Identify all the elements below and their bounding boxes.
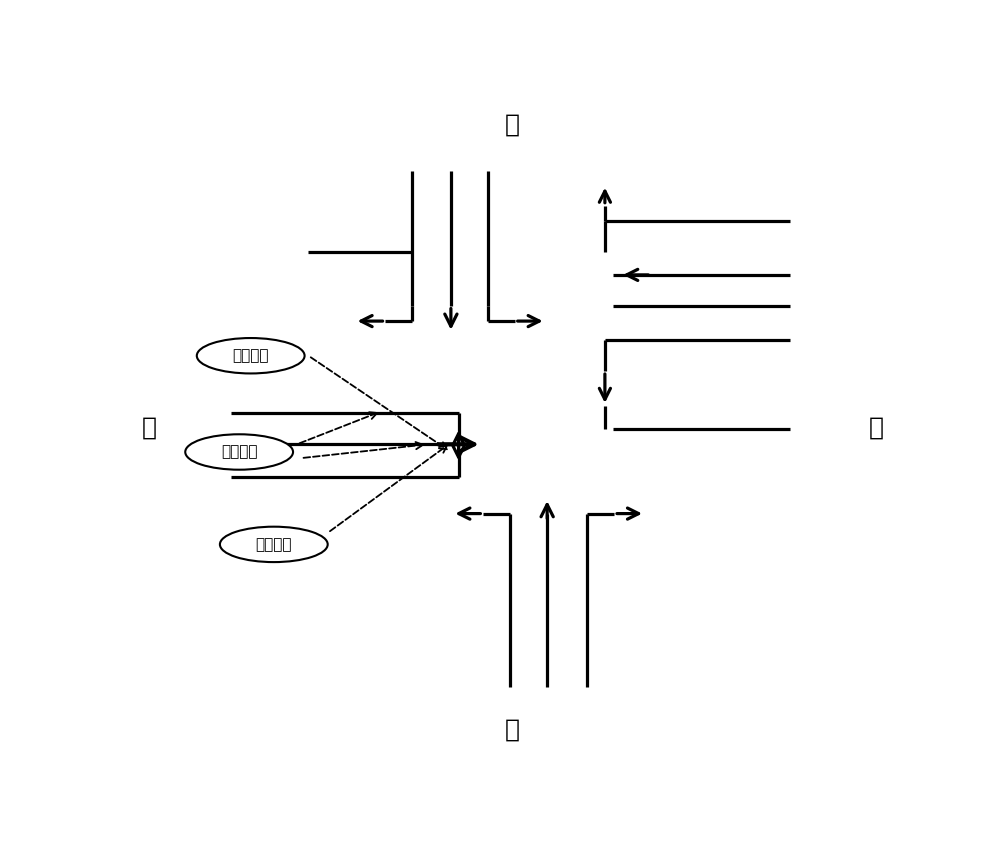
Text: 直行车道: 直行车道 (221, 445, 257, 459)
Ellipse shape (185, 435, 293, 470)
Text: 北: 北 (505, 113, 520, 136)
Text: 南: 南 (505, 717, 520, 741)
Ellipse shape (197, 338, 305, 374)
Text: 东: 东 (868, 415, 883, 440)
Text: 西: 西 (142, 415, 157, 440)
Text: 右转车道: 右转车道 (256, 537, 292, 552)
Ellipse shape (220, 527, 328, 562)
Text: 左转车道: 左转车道 (232, 348, 269, 363)
